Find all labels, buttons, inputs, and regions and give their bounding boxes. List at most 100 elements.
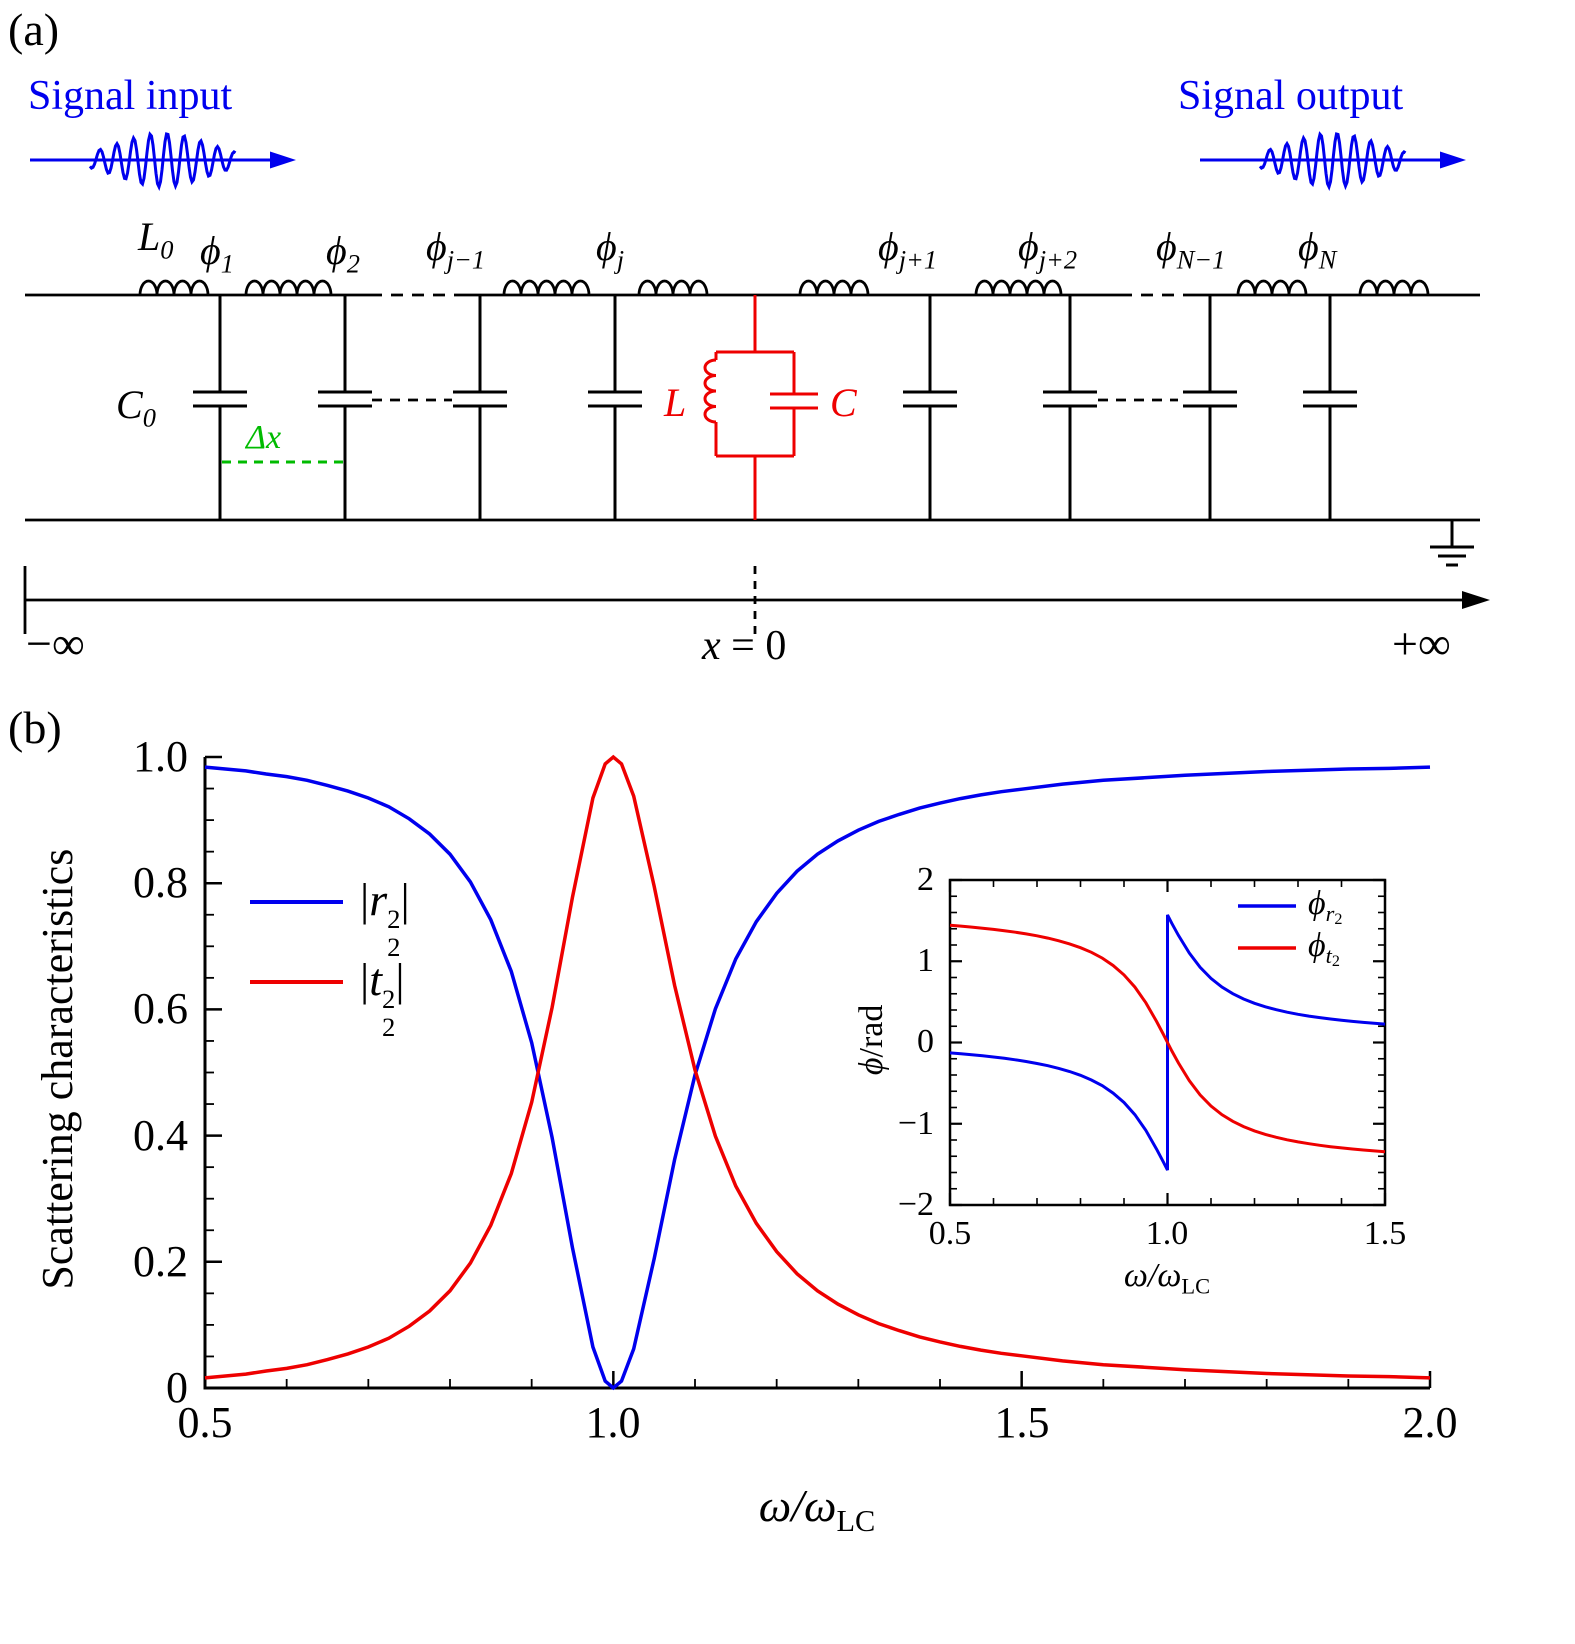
inset-x-tick-label-1.0: 1.0 xyxy=(1145,1215,1189,1252)
r-symbol: r xyxy=(369,874,388,925)
node-label-phi-j-minus-1: ϕj−1 xyxy=(426,226,485,273)
phi-symbol: ϕ xyxy=(878,224,899,269)
inset-y-tick-label-minus-2: −2 xyxy=(897,1186,934,1223)
sub-2: 2 xyxy=(1334,911,1343,929)
axis-minus-infinity-label: −∞ xyxy=(26,618,85,669)
shunt-capacitor xyxy=(318,295,372,520)
inset-y-tick-label-1: 1 xyxy=(917,942,934,979)
phi-symbol: ϕ xyxy=(1018,224,1039,269)
sub: 2 xyxy=(382,1011,396,1042)
node-label-phi-j-plus-1: ϕj+1 xyxy=(878,226,937,273)
sup: 2 xyxy=(387,904,401,935)
omega-ratio-text: ω/ω xyxy=(758,1480,837,1531)
shunt-capacitor xyxy=(903,295,957,520)
axis-origin-label: x = 0 xyxy=(702,624,786,668)
resonator-L-label: L xyxy=(664,382,686,424)
inset-legend-label-phi-r: ϕr2 xyxy=(1308,886,1342,929)
inset-x-axis-title: ω/ωLC xyxy=(1017,1258,1317,1298)
node-label-phi-N: ϕN xyxy=(1298,226,1336,273)
sub-2: 2 xyxy=(1331,953,1340,971)
series-inductor-coil xyxy=(974,279,1063,296)
resonator-wiring xyxy=(714,295,818,520)
C-text: C xyxy=(830,380,857,425)
L-text: L xyxy=(664,380,687,425)
panel-b-label: (b) xyxy=(8,702,62,753)
ground-icon xyxy=(1430,520,1474,567)
bar: | xyxy=(395,954,405,1005)
series-inductor-coil xyxy=(502,279,591,296)
inset-x-tick-label-0.5: 0.5 xyxy=(928,1215,972,1252)
phi-sub: j+2 xyxy=(1038,244,1078,275)
L0-base: L xyxy=(138,214,161,259)
axis-plus-infinity-label: +∞ xyxy=(1392,618,1451,669)
x-symbol: x xyxy=(702,623,721,669)
inset-plot xyxy=(948,878,1387,1207)
x-tick-label-1.5: 1.5 xyxy=(994,1398,1050,1447)
inductance-L0-label: L0 xyxy=(138,216,173,263)
phi-sub: N−1 xyxy=(1176,244,1226,275)
main-plot xyxy=(203,754,1432,1391)
inset-legend-label-phi-t: ϕt2 xyxy=(1308,928,1340,971)
output-arrowhead-icon xyxy=(1440,151,1466,169)
position-axis xyxy=(23,566,1490,634)
sup: 2 xyxy=(382,984,396,1015)
omega-ratio-text: ω/ω xyxy=(1123,1257,1182,1294)
node-label-phi-N-minus-1: ϕN−1 xyxy=(1156,226,1225,273)
node-label-phi-j-plus-2: ϕj+2 xyxy=(1018,226,1077,273)
phi-symbol: ϕ xyxy=(1308,927,1326,964)
inset-y-tick-label-0: 0 xyxy=(917,1023,934,1060)
node-label-phi-j: ϕj xyxy=(596,226,624,273)
transmission-phase-curve xyxy=(949,923,1386,1154)
phi-symbol: ϕ xyxy=(326,228,347,273)
phi-sub: j−1 xyxy=(446,244,486,275)
inset-x-tick-label-1.5: 1.5 xyxy=(1363,1215,1407,1252)
series-inductor-coil xyxy=(798,279,870,296)
signal-arrows xyxy=(30,131,1466,191)
shunt-capacitor xyxy=(588,295,642,520)
x-tick-label-0.5: 0.5 xyxy=(177,1398,233,1447)
circuit-components xyxy=(138,279,1430,520)
main-y-axis-title: Scattering characteristics xyxy=(32,848,82,1290)
capacitance-C0-label: C0 xyxy=(116,384,156,431)
lc-resonator xyxy=(703,295,818,520)
x-tick-label-2.0: 2.0 xyxy=(1402,1398,1458,1447)
phi-sub: j+1 xyxy=(898,244,938,275)
series-inductor-coil xyxy=(244,279,333,296)
axis-arrowhead-icon xyxy=(1462,591,1490,609)
series-inductor-coil xyxy=(637,279,709,296)
phi-symbol: ϕ xyxy=(1308,885,1326,922)
resonator-inductor-coil xyxy=(703,358,717,424)
phi-symbol: ϕ xyxy=(426,224,447,269)
shunt-capacitor xyxy=(193,295,247,520)
omega-LC-sub: LC xyxy=(836,1504,876,1539)
phi-symbol: ϕ xyxy=(200,228,221,273)
phi-sub: 1 xyxy=(220,248,234,279)
transmission-curve xyxy=(204,754,1431,1380)
inset-ticks xyxy=(948,878,1387,1207)
series-inductor-coil xyxy=(1358,279,1430,296)
signal-input-label: Signal input xyxy=(28,73,233,119)
output-wave-packet xyxy=(1258,131,1407,191)
phi-symbol: ϕ xyxy=(1298,224,1319,269)
bar: | xyxy=(400,874,410,925)
y-tick-label-0.6: 0.6 xyxy=(133,984,188,1033)
y-tick-label-1.0: 1.0 xyxy=(133,732,188,781)
shunt-capacitor xyxy=(453,295,507,520)
node-label-phi-2: ϕ2 xyxy=(326,230,360,277)
sub-t: t2 xyxy=(1325,943,1340,971)
C0-sub: 0 xyxy=(142,402,156,433)
bar: | xyxy=(360,874,370,925)
main-ticks xyxy=(203,755,1432,1390)
circuit-diagram xyxy=(25,293,1480,567)
L0-sub: 0 xyxy=(160,234,174,265)
shunt-capacitor xyxy=(1043,295,1097,520)
panel-a-label: (a) xyxy=(8,4,60,55)
t-symbol: t xyxy=(1325,943,1332,969)
shunt-capacitor xyxy=(1303,295,1357,520)
phi-sub: j xyxy=(616,244,625,275)
resonator-C-label: C xyxy=(830,382,857,424)
x-tick-label-1.0: 1.0 xyxy=(585,1398,641,1447)
legend-label-r2: |r 2 2 | xyxy=(360,874,410,961)
